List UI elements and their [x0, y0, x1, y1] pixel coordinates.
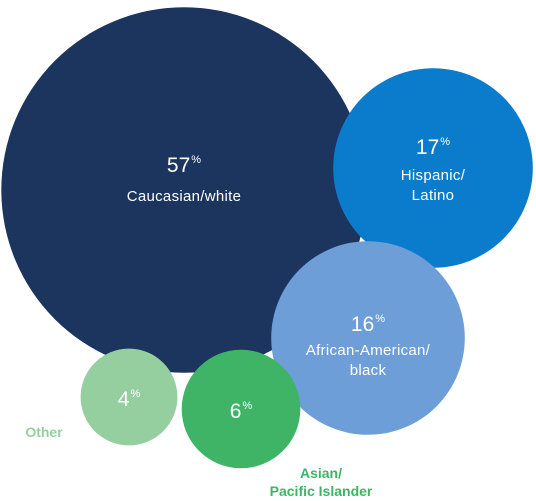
bubble-hispanic	[333, 68, 533, 268]
label-asian: Pacific Islander	[270, 483, 373, 499]
bubble-asian	[181, 349, 301, 469]
value-asian: 6%	[230, 400, 253, 423]
bubble-caucasian	[1, 7, 367, 373]
value-hispanic: 17%	[416, 136, 450, 159]
label-african: African-American/	[306, 342, 431, 359]
label-asian: Asian/	[300, 465, 342, 481]
label-hispanic: Hispanic/	[401, 167, 466, 184]
value-caucasian: 57%	[167, 154, 201, 177]
label-african: black	[350, 362, 387, 379]
label-other: Other	[25, 424, 63, 440]
bubble-other	[80, 348, 178, 446]
value-african: 16%	[351, 313, 385, 336]
label-caucasian: Caucasian/white	[127, 188, 242, 205]
value-other: 4%	[118, 388, 141, 411]
label-hispanic: Latino	[412, 187, 455, 204]
bubble-african	[271, 241, 465, 435]
